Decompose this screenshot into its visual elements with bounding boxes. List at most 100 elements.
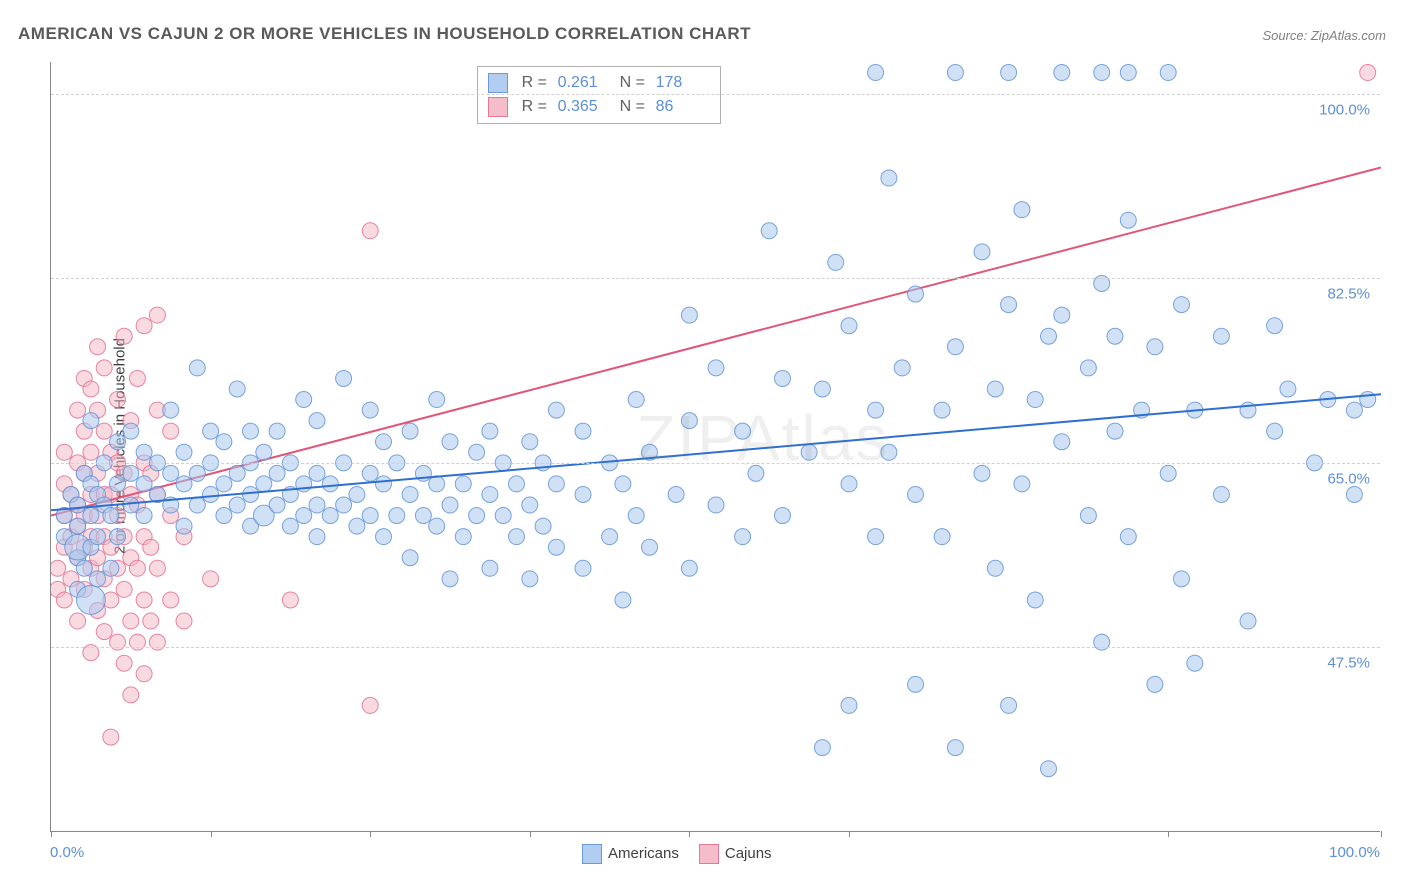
americans-point bbox=[881, 170, 897, 186]
americans-swatch-icon bbox=[582, 844, 602, 864]
americans-point bbox=[1120, 65, 1136, 81]
americans-point bbox=[376, 434, 392, 450]
americans-point bbox=[469, 444, 485, 460]
americans-point bbox=[482, 486, 498, 502]
cajuns-point bbox=[116, 655, 132, 671]
americans-point bbox=[814, 381, 830, 397]
americans-point bbox=[1120, 212, 1136, 228]
americans-point bbox=[987, 381, 1003, 397]
chart-title: AMERICAN VS CAJUN 2 OR MORE VEHICLES IN … bbox=[18, 24, 751, 44]
americans-point bbox=[1160, 65, 1176, 81]
x-tick-mark bbox=[211, 831, 212, 837]
americans-point bbox=[455, 476, 471, 492]
americans-point bbox=[1213, 328, 1229, 344]
cajuns-point bbox=[116, 581, 132, 597]
cajuns-point bbox=[123, 613, 139, 629]
americans-point bbox=[309, 465, 325, 481]
cajuns-point bbox=[129, 560, 145, 576]
scatter-svg bbox=[51, 62, 1381, 832]
cajuns-point bbox=[83, 444, 99, 460]
americans-point bbox=[429, 392, 445, 408]
americans-point bbox=[1014, 476, 1030, 492]
americans-point bbox=[908, 676, 924, 692]
n-value: 178 bbox=[656, 71, 710, 95]
cajuns-point bbox=[51, 560, 66, 576]
americans-point bbox=[309, 413, 325, 429]
americans-point bbox=[1001, 697, 1017, 713]
americans-point bbox=[229, 497, 245, 513]
source-attribution: Source: ZipAtlas.com bbox=[1262, 28, 1386, 43]
cajuns-point bbox=[129, 370, 145, 386]
americans-point bbox=[868, 402, 884, 418]
cajuns-point bbox=[70, 613, 86, 629]
x-axis-min-label: 0.0% bbox=[50, 844, 84, 861]
x-tick-mark bbox=[1168, 831, 1169, 837]
cajuns-point bbox=[136, 318, 152, 334]
americans-point bbox=[615, 592, 631, 608]
americans-point bbox=[123, 423, 139, 439]
americans-point bbox=[681, 307, 697, 323]
americans-point bbox=[947, 339, 963, 355]
americans-point bbox=[1346, 486, 1362, 502]
cajuns-point bbox=[143, 613, 159, 629]
cajuns-point bbox=[110, 392, 126, 408]
americans-point bbox=[189, 497, 205, 513]
americans-point bbox=[229, 381, 245, 397]
r-label: R = bbox=[522, 95, 550, 119]
americans-point bbox=[814, 740, 830, 756]
americans-point bbox=[163, 402, 179, 418]
americans-point bbox=[868, 65, 884, 81]
source-prefix: Source: bbox=[1262, 28, 1310, 43]
americans-point bbox=[389, 508, 405, 524]
americans-point bbox=[482, 560, 498, 576]
correlation-legend: R =0.261N =178R =0.365N =86 bbox=[477, 66, 721, 124]
series-legend: AmericansCajuns bbox=[582, 844, 772, 864]
americans-point bbox=[309, 497, 325, 513]
americans-point bbox=[256, 476, 272, 492]
americans-point bbox=[1240, 613, 1256, 629]
americans-point bbox=[947, 65, 963, 81]
americans-point bbox=[1187, 655, 1203, 671]
americans-point bbox=[1174, 571, 1190, 587]
americans-point bbox=[681, 560, 697, 576]
cajuns-point bbox=[96, 360, 112, 376]
x-tick-mark bbox=[51, 831, 52, 837]
americans-point bbox=[176, 444, 192, 460]
gridline bbox=[51, 278, 1380, 279]
americans-point bbox=[974, 465, 990, 481]
americans-point bbox=[136, 476, 152, 492]
legend-row-cajuns: R =0.365N =86 bbox=[488, 95, 710, 119]
americans-point bbox=[548, 539, 564, 555]
americans-point bbox=[70, 518, 86, 534]
americans-point bbox=[415, 508, 431, 524]
americans-point bbox=[269, 465, 285, 481]
americans-point bbox=[947, 740, 963, 756]
americans-point bbox=[828, 254, 844, 270]
americans-point bbox=[841, 476, 857, 492]
americans-point bbox=[482, 423, 498, 439]
americans-point bbox=[429, 476, 445, 492]
americans-point bbox=[243, 423, 259, 439]
americans-point bbox=[1094, 65, 1110, 81]
americans-point bbox=[1014, 202, 1030, 218]
americans-point bbox=[575, 486, 591, 502]
legend-row-americans: R =0.261N =178 bbox=[488, 71, 710, 95]
americans-point bbox=[402, 423, 418, 439]
americans-point bbox=[309, 529, 325, 545]
americans-point bbox=[1107, 423, 1123, 439]
r-value: 0.261 bbox=[558, 71, 612, 95]
americans-point bbox=[1120, 529, 1136, 545]
americans-point bbox=[775, 370, 791, 386]
americans-point bbox=[1054, 307, 1070, 323]
n-value: 86 bbox=[656, 95, 710, 119]
americans-point bbox=[708, 360, 724, 376]
americans-point bbox=[322, 476, 338, 492]
americans-point bbox=[1080, 360, 1096, 376]
americans-point bbox=[189, 465, 205, 481]
americans-point bbox=[269, 423, 285, 439]
americans-point bbox=[362, 465, 378, 481]
cajuns-point bbox=[149, 560, 165, 576]
r-value: 0.365 bbox=[558, 95, 612, 119]
americans-point bbox=[123, 497, 139, 513]
legend-item-cajuns: Cajuns bbox=[699, 844, 772, 864]
